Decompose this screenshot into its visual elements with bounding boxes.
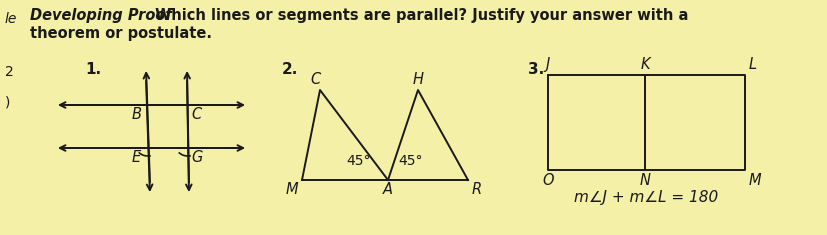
Text: 2.: 2. bbox=[282, 62, 299, 77]
Text: R: R bbox=[472, 182, 482, 197]
Text: H: H bbox=[413, 72, 423, 87]
Text: 2: 2 bbox=[5, 65, 14, 79]
Text: C: C bbox=[311, 72, 321, 87]
Text: Which lines or segments are parallel? Justify your answer with a: Which lines or segments are parallel? Ju… bbox=[150, 8, 688, 23]
Text: K: K bbox=[640, 57, 650, 72]
Text: ): ) bbox=[5, 95, 11, 109]
Text: theorem or postulate.: theorem or postulate. bbox=[30, 26, 212, 41]
Text: 45°: 45° bbox=[398, 154, 423, 168]
Text: E: E bbox=[132, 150, 141, 165]
Text: A: A bbox=[383, 182, 393, 197]
Text: le: le bbox=[5, 12, 17, 26]
Text: N: N bbox=[639, 173, 651, 188]
Text: O: O bbox=[543, 173, 554, 188]
Text: G: G bbox=[191, 150, 203, 165]
Text: M: M bbox=[749, 173, 762, 188]
Text: M: M bbox=[285, 182, 298, 197]
Text: B: B bbox=[132, 107, 142, 122]
Text: J: J bbox=[546, 57, 550, 72]
Text: Developing Proof: Developing Proof bbox=[30, 8, 172, 23]
Text: 3.: 3. bbox=[528, 62, 544, 77]
Text: C: C bbox=[191, 107, 201, 122]
Text: m∠J + m∠L = 180: m∠J + m∠L = 180 bbox=[575, 190, 719, 205]
Text: 45°: 45° bbox=[346, 154, 370, 168]
Text: 1.: 1. bbox=[85, 62, 101, 77]
Text: L: L bbox=[749, 57, 758, 72]
